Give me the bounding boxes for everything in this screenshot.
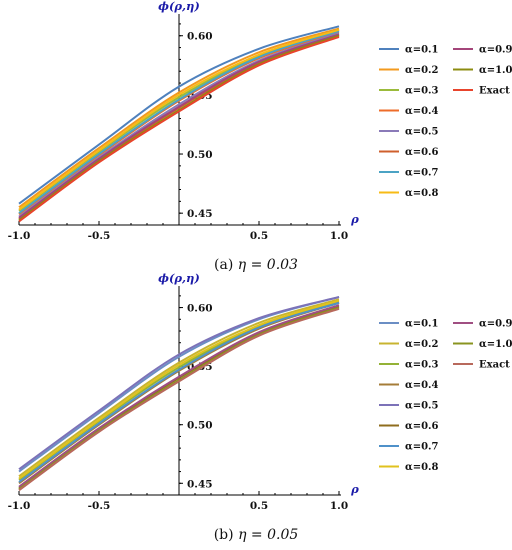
legend-label: α=0.8 (405, 462, 439, 473)
legend-label: α=0.2 (405, 65, 439, 76)
series-line (18, 296, 340, 471)
y-tick-label: 0.50 (187, 149, 213, 161)
series-line (18, 301, 340, 483)
legend-label: Exact (479, 360, 510, 371)
series-line (18, 35, 340, 223)
x-axis-title: ρ (350, 212, 359, 226)
legend-label: α=0.9 (479, 319, 512, 330)
caption-a-label: (a) (214, 257, 234, 273)
series-line (18, 304, 340, 488)
legend-label: α=0.7 (405, 442, 439, 453)
legend-label: α=0.4 (405, 380, 439, 391)
legend-label: α=0.3 (405, 360, 439, 371)
y-tick-label: 0.45 (187, 208, 213, 220)
legend-label: α=0.4 (405, 106, 439, 117)
y-tick-label: 0.60 (187, 31, 213, 43)
y-tick-label: 0.50 (187, 420, 213, 432)
caption-b-label: (b) (213, 527, 234, 543)
y-tick-label: 0.60 (187, 303, 213, 315)
legend-label: α=0.5 (405, 401, 439, 412)
x-tick-label: -0.5 (88, 230, 111, 242)
series-line (18, 30, 340, 214)
caption-a-eq: η = 0.03 (237, 257, 298, 273)
legend-label: α=0.6 (405, 147, 439, 158)
x-tick-label: -1.0 (8, 230, 31, 242)
legend-label: α=0.6 (405, 421, 439, 432)
y-axis-title: ϕ(ρ,η) (158, 0, 200, 13)
legend-label: α=0.2 (405, 339, 439, 350)
legend-label: Exact (479, 86, 510, 97)
y-tick-label: 0.45 (187, 478, 213, 490)
legend-label: α=0.5 (405, 127, 439, 138)
series-line (18, 28, 340, 211)
x-tick-label: -0.5 (88, 500, 111, 512)
series-line (18, 299, 340, 480)
series-line (18, 27, 340, 209)
chart-panel-a: -1.0 -0.5 0.5 1.00.450.500.550.60ϕ(ρ,η)ρα=0… (8, 0, 512, 242)
series-line (18, 25, 340, 205)
legend-label: α=0.3 (405, 86, 439, 97)
caption-b-eq: η = 0.05 (238, 527, 299, 543)
series-line (18, 307, 340, 492)
x-tick-label: 1.0 (330, 230, 348, 242)
series-line (18, 33, 340, 219)
y-axis-title: ϕ(ρ,η) (158, 271, 200, 285)
legend-label: α=0.7 (405, 168, 439, 179)
legend-label: α=0.1 (405, 45, 438, 56)
series-line (18, 298, 340, 478)
x-axis-title: ρ (350, 482, 359, 496)
x-tick-label: 0.5 (250, 500, 268, 512)
x-tick-label: 0.5 (250, 230, 268, 242)
legend-label: α=1.0 (479, 65, 512, 76)
legend-label: α=1.0 (479, 339, 512, 350)
legend-label: α=0.9 (479, 45, 512, 56)
legend-label: α=0.1 (405, 319, 438, 330)
caption-a: (a) η = 0.03 (0, 257, 512, 273)
chart-panel-b: -1.0 -0.5 0.5 1.00.450.500.550.60ϕ(ρ,η)ρα=0… (8, 271, 512, 512)
caption-b: (b) η = 0.05 (0, 527, 512, 543)
x-tick-label: 1.0 (330, 500, 348, 512)
x-tick-label: -1.0 (8, 500, 31, 512)
legend-label: α=0.8 (405, 188, 439, 199)
